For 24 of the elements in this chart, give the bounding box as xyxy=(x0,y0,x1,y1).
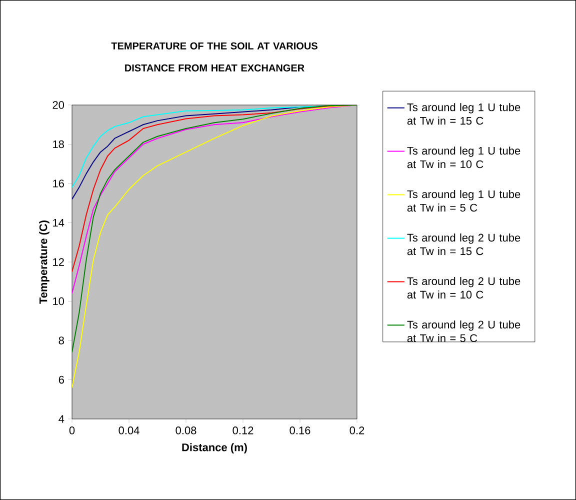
y-tick-label: 8 xyxy=(58,336,64,344)
legend-label: Ts around leg 2 U tube at Tw in = 10 C xyxy=(407,276,520,299)
x-tick-label: 0.2 xyxy=(350,426,364,434)
y-tick-label: 16 xyxy=(53,180,64,188)
x-axis-title: Distance (m) xyxy=(182,443,247,454)
x-tick-label: 0.08 xyxy=(176,426,196,434)
x-tick-label: 0.16 xyxy=(290,426,310,434)
x-tick-label: 0.12 xyxy=(232,426,254,434)
y-tick-label: 4 xyxy=(58,415,64,423)
y-tick-label: 14 xyxy=(53,218,64,227)
y-axis-title: Temperature (C) xyxy=(39,220,50,304)
legend-label: Ts around leg 2 U tube at Tw in = 15 C xyxy=(407,234,520,256)
x-tick-label: 0 xyxy=(69,426,75,434)
y-tick-label: 18 xyxy=(53,140,64,148)
y-tick-label: 6 xyxy=(58,376,64,384)
legend-label: Ts around leg 1 U tube at Tw in = 5 C xyxy=(407,190,520,212)
legend-label: Ts around leg 1 U tube at Tw in = 15 C xyxy=(407,103,520,125)
legend-label: Ts around leg 2 U tube at Tw in = 5 C xyxy=(407,320,520,342)
y-tick-label: 20 xyxy=(52,101,64,109)
y-tick-label: 12 xyxy=(53,258,64,266)
chart-title: TEMPERATURE OF THE SOIL AT VARIOUS DISTANCE FROM HEAT EXCHANGER xyxy=(111,42,318,72)
y-tick-label: 10 xyxy=(53,297,64,306)
x-tick-label: 0.04 xyxy=(118,426,140,434)
legend-label: Ts around leg 1 U tube at Tw in = 10 C xyxy=(407,146,520,168)
